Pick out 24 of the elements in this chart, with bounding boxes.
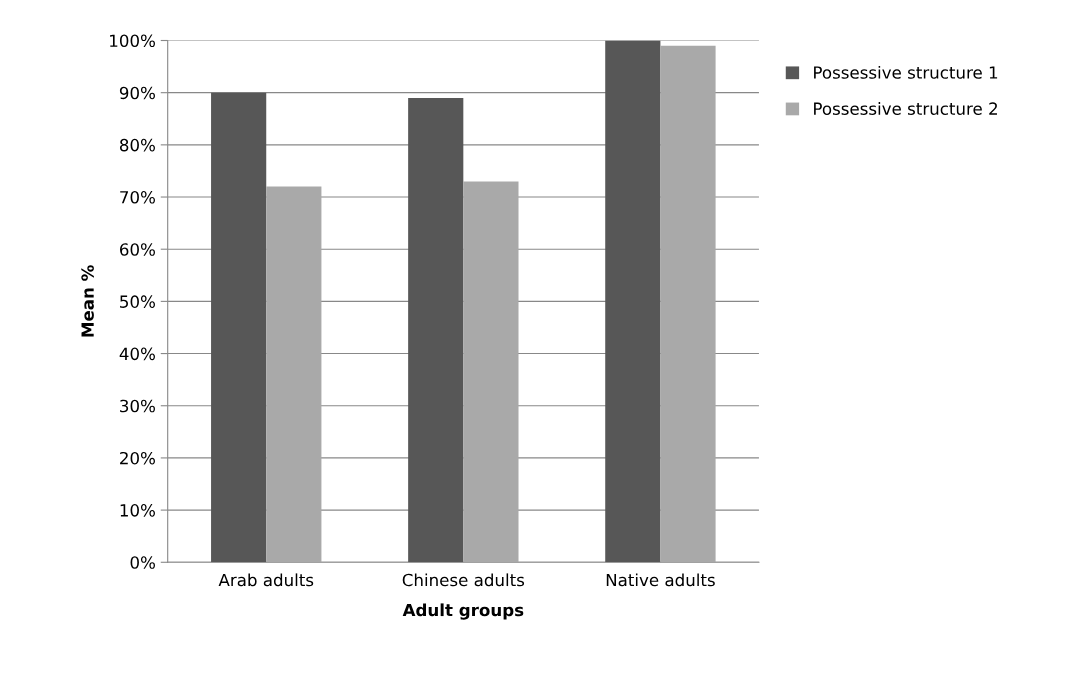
bar	[266, 186, 322, 563]
x-axis-title: Adult groups	[402, 603, 524, 620]
y-tick-label: 70%	[120, 190, 155, 204]
y-axis-title: Mean %	[81, 265, 94, 337]
x-tick-label: Chinese adults	[402, 573, 525, 587]
bar	[605, 40, 661, 563]
y-tick-label: 50%	[120, 295, 155, 308]
y-tick-label: 30%	[120, 399, 155, 413]
x-tick-label: Arab adults	[218, 573, 314, 587]
y-tick-label: 40%	[119, 347, 155, 361]
y-tick-label: 0%	[130, 556, 155, 569]
y-tick-label: 20%	[120, 451, 155, 465]
bar	[211, 92, 267, 563]
y-tick-label: 100%	[110, 34, 155, 48]
bar	[408, 97, 464, 563]
legend-label: Possessive structure 2	[814, 102, 997, 115]
bar	[660, 45, 716, 563]
y-tick-label: 90%	[119, 86, 155, 100]
y-tick-label: 80%	[119, 138, 155, 152]
legend-label: Possessive structure 1	[814, 65, 998, 79]
y-tick-label: 10%	[120, 504, 155, 517]
y-tick-label: 60%	[120, 243, 155, 256]
x-tick-label: Native adults	[606, 573, 715, 587]
bar	[463, 181, 519, 563]
